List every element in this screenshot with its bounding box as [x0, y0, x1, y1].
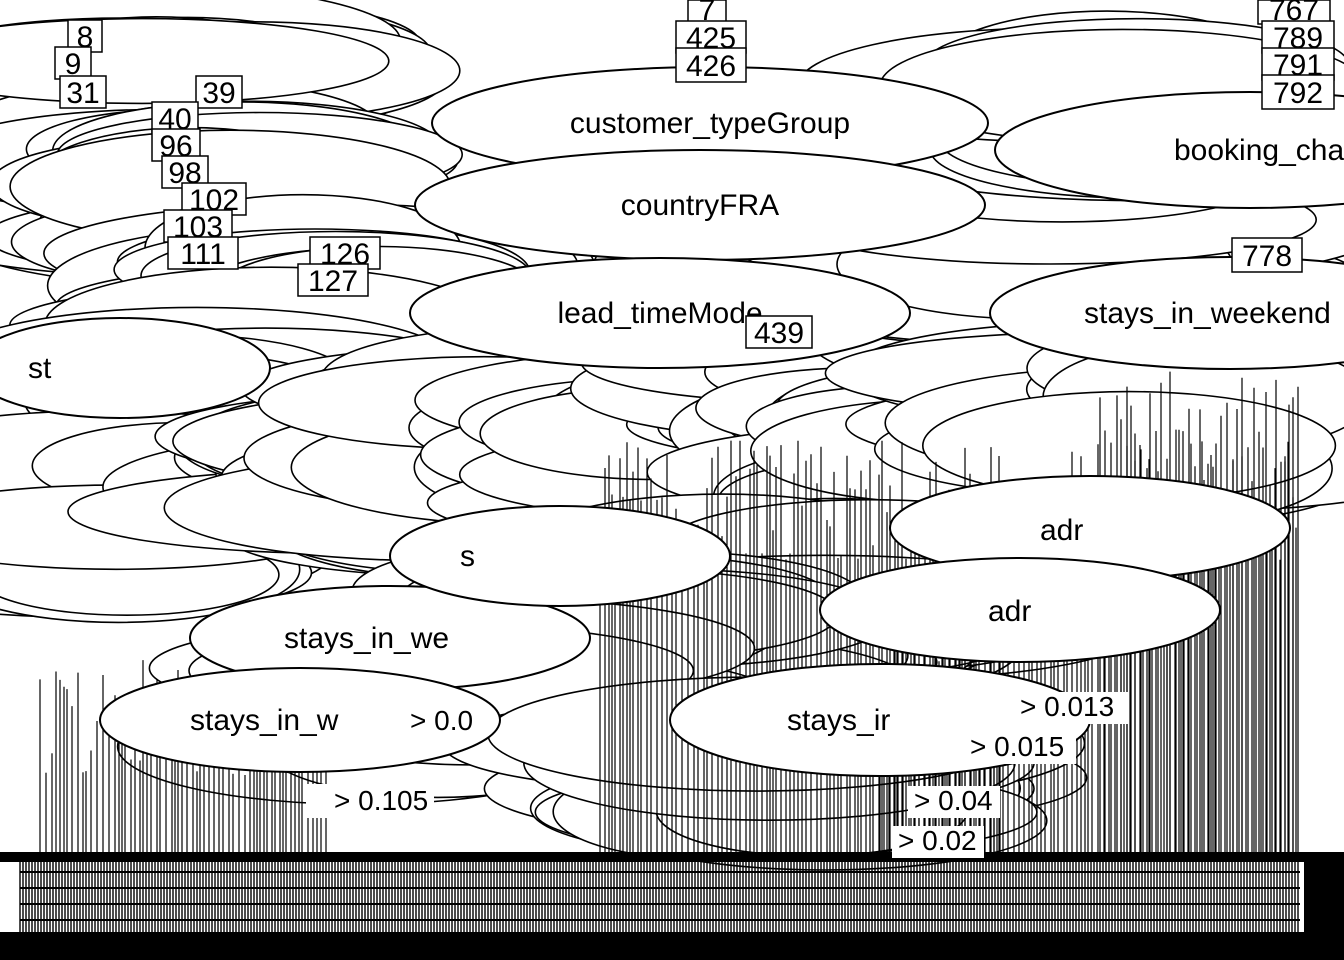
edge-label: > 0.04 — [908, 785, 1000, 818]
svg-text:8: 8 — [77, 21, 94, 54]
edge-label: > 0.02 — [892, 825, 984, 858]
node-number: 31 — [59, 75, 107, 110]
svg-text:> 0.015: > 0.015 — [970, 731, 1064, 762]
node-st: st — [0, 317, 271, 419]
node-number: 426 — [675, 47, 747, 83]
node-label-s: s — [460, 540, 475, 573]
node-label-stays-mid: stays_ir — [787, 704, 890, 737]
node-booking: booking_cha — [994, 91, 1344, 209]
edge-label: > 0.105 — [306, 784, 434, 818]
svg-text:31: 31 — [66, 77, 99, 110]
node-label-booking: booking_cha — [1174, 134, 1344, 167]
node-number: 439 — [745, 315, 813, 350]
svg-text:> 0.02: > 0.02 — [898, 825, 977, 856]
node-lead-time: lead_timeMode — [409, 257, 911, 369]
node-label-lead-time: lead_timeMode — [557, 297, 762, 330]
node-weekend-right: stays_in_weekend — [989, 256, 1344, 370]
svg-text:439: 439 — [754, 317, 804, 350]
leaf-bar-right-block — [1304, 856, 1344, 932]
leaf-bar-top — [0, 852, 1344, 862]
svg-text:792: 792 — [1273, 77, 1323, 110]
node-number: 39 — [195, 75, 243, 110]
node-label-st: st — [28, 352, 52, 385]
svg-text:426: 426 — [686, 50, 736, 83]
node-label-adr-2: adr — [988, 595, 1031, 628]
svg-text:9: 9 — [65, 48, 82, 81]
bottom-leaf-bars — [0, 852, 1344, 960]
node-label-weekend-left-1: stays_in_we — [284, 622, 449, 655]
svg-text:> 0.105: > 0.105 — [334, 785, 428, 816]
node-number-boxes: 8 9 31 39 40 96 98 102 103 111 126 127 7… — [54, 0, 1335, 350]
node-adr-1: adr — [889, 475, 1291, 581]
edge-threshold-labels: > 0.105 > 0.04 > 0.02 > 0.015 > 0.013 > … — [306, 691, 1128, 858]
node-number: 111 — [167, 236, 239, 271]
node-adr-2: adr — [819, 557, 1221, 663]
edge-label: > 0.0 — [408, 705, 473, 736]
node-number: 792 — [1261, 74, 1335, 110]
leaf-bar-bottom — [0, 932, 1344, 960]
edge-label: > 0.013 — [1018, 691, 1128, 724]
svg-text:127: 127 — [308, 265, 358, 298]
svg-text:778: 778 — [1242, 240, 1292, 273]
node-number: 9 — [54, 46, 92, 81]
node-label-adr-1: adr — [1040, 514, 1083, 547]
node-weekend-left-2: stays_in_w — [99, 667, 501, 773]
node-label-weekend-right: stays_in_weekend — [1084, 297, 1331, 330]
svg-text:> 0.0: > 0.0 — [410, 705, 473, 736]
svg-text:39: 39 — [202, 77, 235, 110]
edge-label: > 0.015 — [966, 731, 1076, 764]
node-label-country: countryFRA — [621, 189, 779, 222]
node-country: countryFRA — [414, 149, 986, 261]
svg-text:> 0.04: > 0.04 — [914, 785, 993, 816]
node-label-weekend-left-2: stays_in_w — [190, 704, 339, 737]
node-number: 127 — [297, 263, 369, 298]
svg-text:> 0.013: > 0.013 — [1020, 691, 1114, 722]
node-label-customer-type: customer_typeGroup — [570, 107, 850, 140]
node-s: s — [389, 505, 731, 607]
node-number: 778 — [1231, 237, 1303, 273]
svg-text:111: 111 — [180, 238, 226, 271]
